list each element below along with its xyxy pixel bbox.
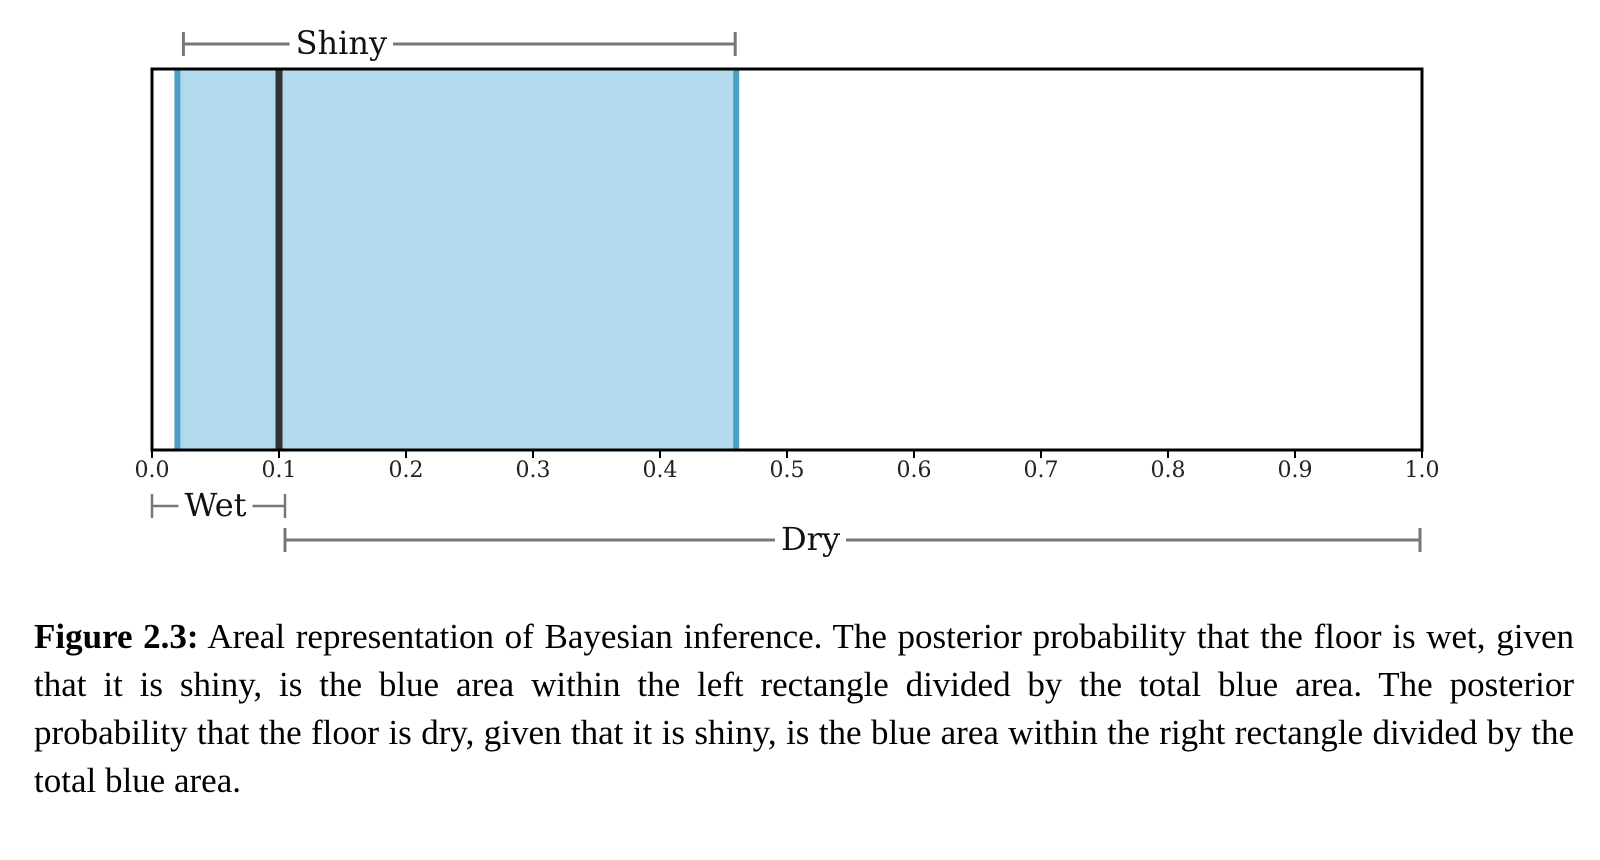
shiny-region <box>177 69 737 450</box>
x-tick-label: 0.6 <box>897 458 932 483</box>
x-tick-label: 0.0 <box>135 458 170 483</box>
x-tick-label: 0.7 <box>1024 458 1059 483</box>
x-tick-label: 1.0 <box>1405 458 1440 483</box>
x-tick-label: 0.8 <box>1151 458 1186 483</box>
x-tick-label: 0.1 <box>262 458 297 483</box>
x-tick-label: 0.9 <box>1278 458 1313 483</box>
shiny-bracket-label: Shiny <box>296 24 387 62</box>
x-tick-label: 0.5 <box>770 458 805 483</box>
caption-label: Figure 2.3: <box>34 617 199 656</box>
x-tick-label: 0.2 <box>389 458 424 483</box>
figure-caption: Figure 2.3: Areal representation of Baye… <box>34 613 1574 805</box>
dry-bracket-label: Dry <box>781 520 840 558</box>
x-tick-label: 0.3 <box>516 458 551 483</box>
figure-chart: 0.0 0.1 0.2 0.3 0.4 0.5 0.6 0.7 0.8 0.9 1.0 Shiny We… <box>135 24 1440 558</box>
caption-text: Areal representation of Bayesian inferen… <box>34 617 1574 800</box>
wet-bracket-label: Wet <box>184 486 246 524</box>
x-tick-label: 0.4 <box>643 458 678 483</box>
